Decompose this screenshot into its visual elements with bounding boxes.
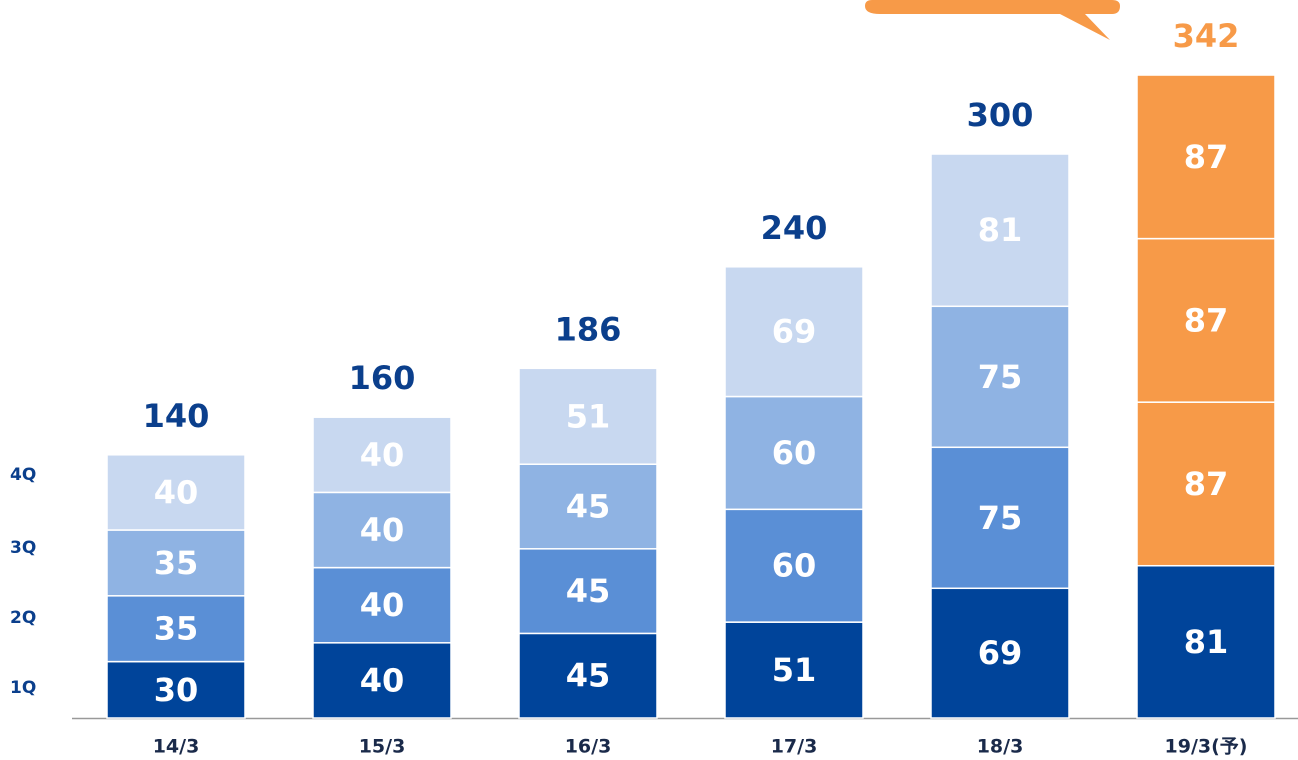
segment-label: 87 bbox=[1184, 301, 1229, 339]
x-tick-label: 19/3(予) bbox=[1165, 736, 1248, 758]
callout bbox=[865, 0, 1120, 40]
bar-segment bbox=[930, 153, 1070, 308]
segment-label: 35 bbox=[154, 610, 199, 648]
bar-segment bbox=[724, 266, 864, 398]
bar-segment bbox=[106, 454, 246, 531]
segment-label: 40 bbox=[360, 511, 405, 549]
bar-segment bbox=[106, 660, 246, 719]
segment-label: 51 bbox=[566, 397, 611, 435]
bar-segment bbox=[312, 491, 452, 569]
bar-segment bbox=[518, 463, 658, 550]
bar-segment bbox=[518, 367, 658, 465]
total-label: 342 bbox=[1173, 17, 1240, 55]
bar-segment bbox=[930, 305, 1070, 449]
bar-segment bbox=[724, 508, 864, 623]
bar-segment bbox=[930, 446, 1070, 590]
bar-segment bbox=[724, 621, 864, 719]
segment-label: 30 bbox=[154, 671, 199, 709]
segment-label: 81 bbox=[978, 211, 1023, 249]
bar-segment bbox=[312, 642, 452, 719]
bar-segment bbox=[1136, 564, 1276, 719]
x-tick-label: 17/3 bbox=[771, 736, 818, 758]
segment-label: 40 bbox=[360, 586, 405, 624]
segment-label: 69 bbox=[978, 634, 1023, 672]
segment-label: 40 bbox=[360, 436, 405, 474]
bar-segment bbox=[1136, 401, 1276, 567]
total-label: 186 bbox=[555, 310, 622, 348]
segment-label: 60 bbox=[772, 547, 817, 585]
segment-label: 40 bbox=[154, 473, 199, 511]
segment-label: 45 bbox=[566, 657, 611, 695]
segment-label: 45 bbox=[566, 488, 611, 526]
bar-segment bbox=[312, 566, 452, 644]
total-label: 140 bbox=[143, 397, 210, 435]
bar-segment bbox=[1136, 237, 1276, 403]
segment-label: 69 bbox=[772, 313, 817, 351]
segment-label: 60 bbox=[772, 434, 817, 472]
bar-segment bbox=[518, 632, 658, 719]
bar-segment bbox=[106, 595, 246, 663]
legend-label: 1Q bbox=[10, 678, 36, 698]
segment-label: 87 bbox=[1184, 465, 1229, 503]
segment-label: 45 bbox=[566, 572, 611, 610]
segment-label: 81 bbox=[1184, 623, 1229, 661]
bar-segment bbox=[724, 395, 864, 511]
total-label: 240 bbox=[761, 209, 828, 247]
x-tick-label: 14/3 bbox=[153, 736, 200, 758]
x-tick-label: 18/3 bbox=[977, 736, 1024, 758]
legend-label: 4Q bbox=[10, 465, 36, 485]
x-tick-label: 15/3 bbox=[359, 736, 406, 758]
segment-label: 75 bbox=[978, 499, 1023, 537]
total-label: 300 bbox=[967, 96, 1034, 134]
bar-segment bbox=[312, 416, 452, 494]
legend-label: 2Q bbox=[10, 608, 36, 628]
bar-segment bbox=[930, 587, 1070, 719]
total-label: 160 bbox=[349, 359, 416, 397]
x-tick-label: 16/3 bbox=[565, 736, 612, 758]
bar-segment bbox=[518, 548, 658, 635]
bar-segment bbox=[1136, 74, 1276, 240]
segment-label: 40 bbox=[360, 661, 405, 699]
segment-label: 51 bbox=[772, 651, 817, 689]
segment-label: 75 bbox=[978, 358, 1023, 396]
segment-label: 35 bbox=[154, 544, 199, 582]
segment-label: 87 bbox=[1184, 138, 1229, 176]
legend-label: 3Q bbox=[10, 538, 36, 558]
